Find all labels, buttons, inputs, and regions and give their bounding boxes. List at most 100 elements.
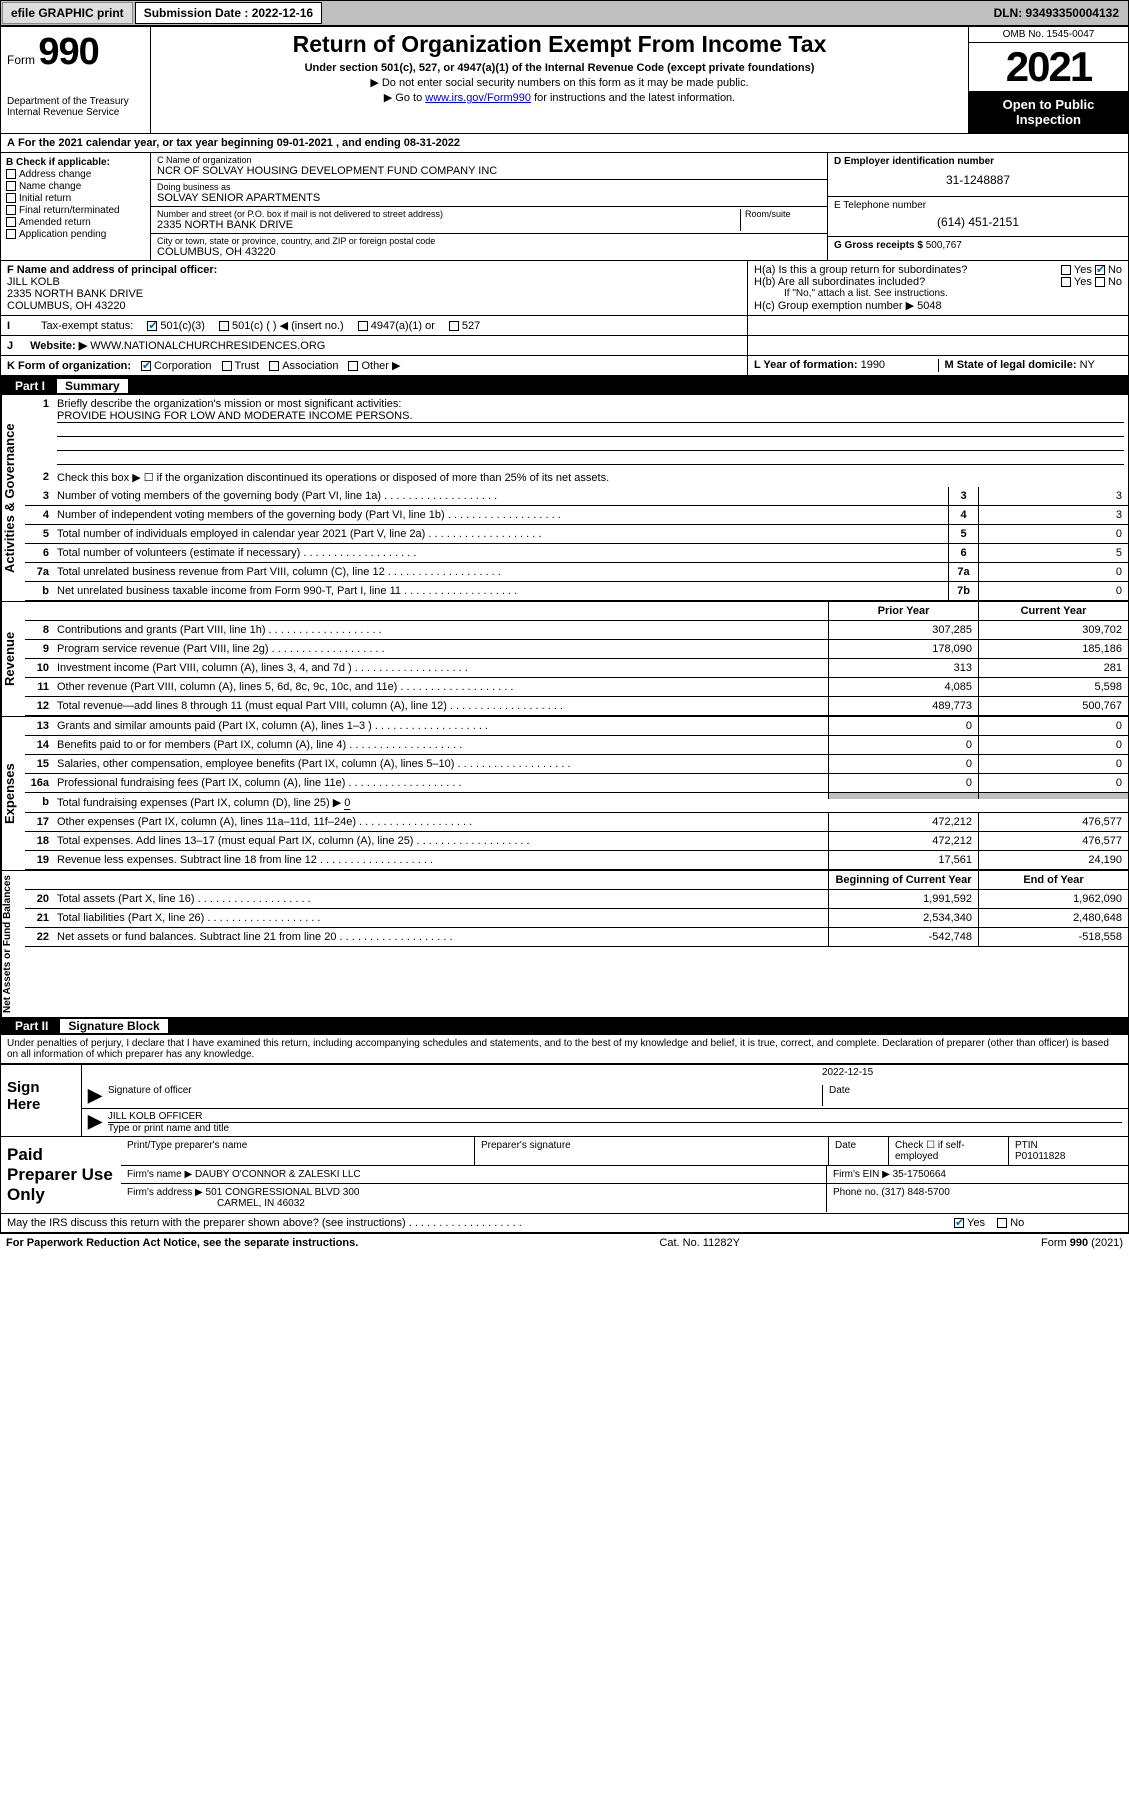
form-header: Form 990 Department of the Treasury Inte… <box>1 27 1128 134</box>
block-h: H(a) Is this a group return for subordin… <box>748 261 1128 315</box>
note-link: ▶ Go to www.irs.gov/Form990 for instruct… <box>157 91 962 104</box>
cb-501c[interactable]: 501(c) ( ) ◀ (insert no.) <box>219 319 344 332</box>
expenses-section: Expenses 13 Grants and similar amounts p… <box>1 716 1128 870</box>
gov-line-4: 4 Number of independent voting members o… <box>25 506 1128 525</box>
officer-name-title: JILL KOLB OFFICER <box>108 1111 1122 1123</box>
line-a-taxyear: A For the 2021 calendar year, or tax yea… <box>1 134 1128 153</box>
hb-label: H(b) Are all subordinates included? <box>754 276 925 288</box>
col-begin: Beginning of Current Year <box>828 871 978 889</box>
netassets-section: Net Assets or Fund Balances Beginning of… <box>1 870 1128 1017</box>
cb-other[interactable]: Other ▶ <box>348 359 400 372</box>
line-13: 13 Grants and similar amounts paid (Part… <box>25 717 1128 736</box>
taxyear-text: For the 2021 calendar year, or tax year … <box>18 137 460 149</box>
gross-value: 500,767 <box>926 240 962 251</box>
org-name: NCR OF SOLVAY HOUSING DEVELOPMENT FUND C… <box>157 165 821 177</box>
col-prior: Prior Year <box>828 602 978 620</box>
rev-colhdr: Prior Year Current Year <box>25 602 1128 621</box>
firm-addr2: CARMEL, IN 46032 <box>127 1198 305 1209</box>
row-j: J Website: ▶ WWW.NATIONALCHURCHRESIDENCE… <box>1 336 1128 356</box>
irs-link[interactable]: www.irs.gov/Form990 <box>425 92 531 104</box>
i-label: Tax-exempt status: <box>41 320 133 332</box>
l1-value: PROVIDE HOUSING FOR LOW AND MODERATE INC… <box>57 410 1124 423</box>
side-revenue: Revenue <box>1 602 25 716</box>
form-number: Form 990 <box>7 31 144 74</box>
prep-check-hdr: Check ☐ if self-employed <box>888 1137 1008 1165</box>
gov-line-b: b Net unrelated business taxable income … <box>25 582 1128 601</box>
line-15: 15 Salaries, other compensation, employe… <box>25 755 1128 774</box>
hc-label: H(c) Group exemption number ▶ <box>754 300 914 312</box>
sig-date-value: 2022-12-15 <box>822 1067 1122 1081</box>
firm-phone-label: Phone no. <box>833 1187 879 1198</box>
header-left: Form 990 Department of the Treasury Inte… <box>1 27 151 133</box>
open-public-badge: Open to Public Inspection <box>969 91 1128 133</box>
f-label: F Name and address of principal officer: <box>7 264 217 276</box>
ha-no[interactable]: No <box>1108 264 1122 276</box>
revenue-section: Revenue Prior Year Current Year 8 Contri… <box>1 601 1128 716</box>
line-19: 19 Revenue less expenses. Subtract line … <box>25 851 1128 870</box>
side-netassets: Net Assets or Fund Balances <box>1 871 25 1017</box>
cb-final-return[interactable]: Final return/terminated <box>6 205 145 216</box>
firm-ein-label: Firm's EIN ▶ <box>833 1169 890 1180</box>
cb-4947[interactable]: 4947(a)(1) or <box>358 320 435 332</box>
gov-line-3: 3 Number of voting members of the govern… <box>25 487 1128 506</box>
top-toolbar: efile GRAPHIC print Submission Date : 20… <box>0 0 1129 26</box>
cb-501c3[interactable]: 501(c)(3) <box>147 320 205 332</box>
line-11: 11 Other revenue (Part VIII, column (A),… <box>25 678 1128 697</box>
part1-num: Part I <box>7 379 53 393</box>
discuss-no-cb[interactable] <box>997 1218 1007 1228</box>
line-9: 9 Program service revenue (Part VIII, li… <box>25 640 1128 659</box>
note-ssn: ▶ Do not enter social security numbers o… <box>157 76 962 89</box>
efile-badge: efile GRAPHIC print <box>2 2 133 24</box>
cb-name-change[interactable]: Name change <box>6 181 145 192</box>
cb-address-change[interactable]: Address change <box>6 169 145 180</box>
page-footer: For Paperwork Reduction Act Notice, see … <box>0 1234 1129 1252</box>
pra-notice: For Paperwork Reduction Act Notice, see … <box>6 1237 358 1249</box>
sig-date-label: Date <box>822 1085 1122 1106</box>
room-label: Room/suite <box>745 209 821 219</box>
cb-527[interactable]: 527 <box>449 320 480 332</box>
prep-date-hdr: Date <box>828 1137 888 1165</box>
discuss-row: May the IRS discuss this return with the… <box>1 1213 1128 1233</box>
phone-value: (614) 451-2151 <box>834 211 1122 233</box>
part1-title: Summary <box>57 379 128 393</box>
row-i: I Tax-exempt status: 501(c)(3) 501(c) ( … <box>1 316 1128 336</box>
cb-app-pending[interactable]: Application pending <box>6 229 145 240</box>
col-end: End of Year <box>978 871 1128 889</box>
cb-trust[interactable]: Trust <box>222 360 260 372</box>
line-21: 21 Total liabilities (Part X, line 26) 2… <box>25 909 1128 928</box>
form-subtitle: Under section 501(c), 527, or 4947(a)(1)… <box>157 62 962 74</box>
hb-no[interactable]: No <box>1108 276 1122 288</box>
l-label: L Year of formation: <box>754 359 858 371</box>
l1-text: Briefly describe the organization's miss… <box>57 398 401 410</box>
sign-here-label: Sign Here <box>1 1065 81 1136</box>
line-22: 22 Net assets or fund balances. Subtract… <box>25 928 1128 947</box>
hb-yes[interactable]: Yes <box>1074 276 1092 288</box>
row-klm: K Form of organization: Corporation Trus… <box>1 356 1128 377</box>
dba-label: Doing business as <box>157 182 821 192</box>
cb-corp[interactable]: Corporation <box>141 360 211 372</box>
l16b-text: Total fundraising expenses (Part IX, col… <box>57 797 341 809</box>
hc-row: H(c) Group exemption number ▶ 5048 <box>754 299 1122 312</box>
gov-line-7a: 7a Total unrelated business revenue from… <box>25 563 1128 582</box>
firm-name-value: DAUBY O'CONNOR & ZALESKI LLC <box>195 1169 361 1180</box>
hb-row: H(b) Are all subordinates included? Yes … <box>754 276 1122 288</box>
firm-addr-label: Firm's address ▶ <box>127 1187 203 1198</box>
block-deg: D Employer identification number 31-1248… <box>828 153 1128 260</box>
side-governance: Activities & Governance <box>1 395 25 601</box>
header-mid: Return of Organization Exempt From Incom… <box>151 27 968 133</box>
ha-yes[interactable]: Yes <box>1074 264 1092 276</box>
k-label: K Form of organization: <box>7 360 131 372</box>
part2-num: Part II <box>7 1019 56 1033</box>
cb-assoc[interactable]: Association <box>269 360 338 372</box>
block-b: B Check if applicable: Address change Na… <box>1 153 151 260</box>
cb-amended[interactable]: Amended return <box>6 217 145 228</box>
note2-post: for instructions and the latest informat… <box>531 92 735 104</box>
ha-row: H(a) Is this a group return for subordin… <box>754 264 1122 276</box>
cb-initial-return[interactable]: Initial return <box>6 193 145 204</box>
form-label: Form <box>7 53 35 67</box>
city-label: City or town, state or province, country… <box>157 236 821 246</box>
paid-preparer-block: Paid Preparer Use Only Print/Type prepar… <box>1 1136 1128 1213</box>
line-10: 10 Investment income (Part VIII, column … <box>25 659 1128 678</box>
governance-section: Activities & Governance 1 Briefly descri… <box>1 395 1128 601</box>
discuss-yes-cb[interactable] <box>954 1218 964 1228</box>
